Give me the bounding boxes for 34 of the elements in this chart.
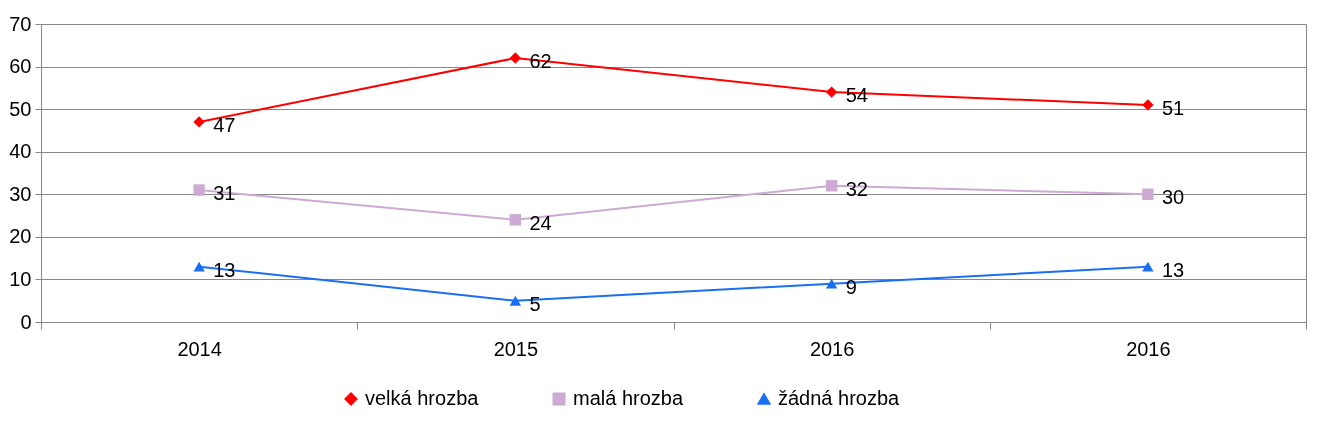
legend-label: malá hrozba xyxy=(573,387,684,409)
point xyxy=(825,278,838,289)
y-tick-label: 40 xyxy=(9,140,32,163)
point xyxy=(1142,188,1154,200)
point xyxy=(509,52,522,64)
y-tick-label: 50 xyxy=(9,97,32,120)
data-label: 31 xyxy=(213,182,236,205)
x-tick-label: 2016 xyxy=(1126,337,1171,360)
y-tick-label: 60 xyxy=(9,55,32,78)
y-tick-label: 70 xyxy=(9,12,32,35)
data-label: 32 xyxy=(845,177,868,200)
y-tick-label: 0 xyxy=(20,310,32,333)
point xyxy=(193,116,205,128)
data-label: 51 xyxy=(1161,96,1185,119)
data-label: 24 xyxy=(529,211,552,234)
point xyxy=(1142,99,1154,111)
x-tick-label: 2016 xyxy=(809,337,855,360)
point xyxy=(509,295,522,306)
point xyxy=(509,214,522,226)
y-tick-label: 10 xyxy=(9,267,32,290)
legend-label: žádná hrozba xyxy=(778,387,901,409)
point xyxy=(825,180,838,192)
data-label: 13 xyxy=(1161,258,1185,281)
data-label: 47 xyxy=(213,113,236,136)
x-tick-label: 2014 xyxy=(177,337,222,360)
x-tick-label: 2015 xyxy=(493,337,539,360)
point xyxy=(825,86,838,98)
point xyxy=(193,184,205,196)
y-tick-label: 30 xyxy=(9,182,32,205)
data-label: 30 xyxy=(1161,186,1185,209)
point xyxy=(1142,261,1154,272)
y-tick-label: 20 xyxy=(9,225,32,248)
point xyxy=(193,261,205,272)
legend-label: velká hrozba xyxy=(365,387,480,409)
